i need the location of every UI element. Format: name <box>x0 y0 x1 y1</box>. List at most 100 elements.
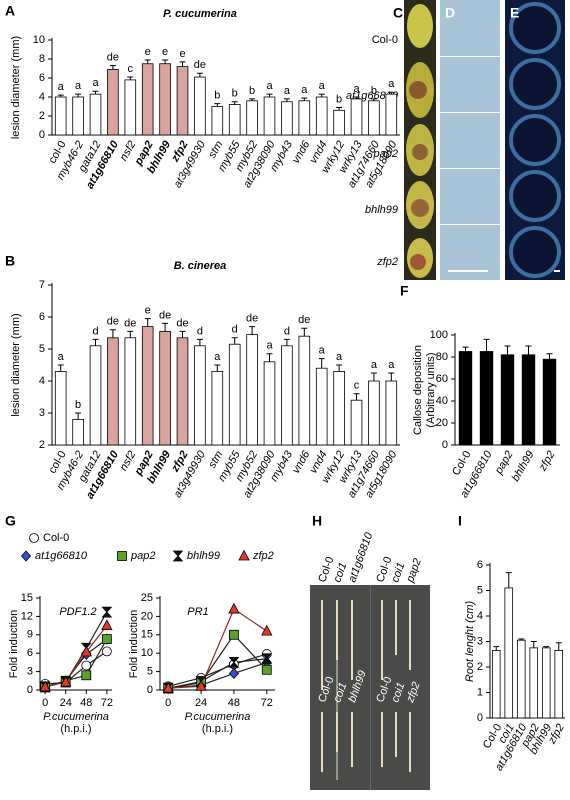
y-axis-label: Root lenght (cm) <box>464 601 476 683</box>
bar <box>500 354 515 446</box>
y-tick-label: 60 <box>436 373 448 385</box>
panel-letter: G <box>5 513 16 529</box>
error-bar <box>353 96 360 99</box>
significance-letter: a <box>301 84 308 96</box>
y-tick-label: 5 <box>39 343 45 355</box>
significance-letter: a <box>266 80 273 92</box>
bar <box>281 101 293 136</box>
bar <box>89 93 102 136</box>
error-bar <box>301 97 308 101</box>
significance-letter: a <box>353 83 360 95</box>
series-line <box>168 661 267 689</box>
x-tick-label: 24 <box>60 697 72 709</box>
error-bar <box>92 90 99 95</box>
panel-letter: H <box>312 513 322 529</box>
marker <box>162 681 174 693</box>
y-tick-label: 0 <box>39 129 45 141</box>
significance-letter: b <box>249 85 255 97</box>
error-bar <box>525 345 532 355</box>
marker <box>60 675 72 687</box>
legend-label: pap2 <box>130 550 155 562</box>
error-bar <box>336 106 343 111</box>
marker <box>101 634 112 644</box>
panel-letter: D <box>445 5 455 21</box>
panel-letter: I <box>458 513 462 529</box>
bar <box>504 587 514 719</box>
y-tick-label: 8 <box>39 53 45 65</box>
series-line <box>168 608 268 689</box>
error-bar <box>75 93 82 97</box>
y-tick-label: 12 <box>21 610 33 622</box>
bar <box>124 337 137 446</box>
bar <box>554 650 564 719</box>
error-bar <box>144 318 151 327</box>
row-label: zfp2 <box>376 256 398 268</box>
y-tick-label: 20 <box>141 610 153 622</box>
y-tick-label: 40 <box>436 395 448 407</box>
x-tick-label: zfp2 <box>536 449 557 474</box>
bar <box>385 380 398 446</box>
marker <box>228 657 240 668</box>
x-axis-label: P.cucumerina <box>43 711 109 723</box>
chart-title: P. cucumerina <box>163 8 237 20</box>
significance-letter: b <box>75 399 81 411</box>
y-tick-label: 4 <box>39 375 45 387</box>
significance-letter: c <box>128 63 134 75</box>
error-bar <box>283 338 290 346</box>
legend-marker <box>172 550 184 562</box>
legend-label: zfp2 <box>252 550 274 562</box>
row-label: pap2 <box>373 148 398 160</box>
bar <box>159 63 171 136</box>
legend-marker <box>238 549 250 561</box>
y-axis-label: lesion diameter (mm) <box>10 313 22 416</box>
panel-letter: F <box>400 283 409 299</box>
significance-letter: d <box>92 325 98 337</box>
significance-letter: de <box>159 309 171 321</box>
bar <box>315 96 328 136</box>
x-tick-label: 48 <box>80 697 92 709</box>
y-tick-label: 10 <box>33 34 45 46</box>
significance-letter: b <box>232 88 238 100</box>
error-bar <box>266 353 273 362</box>
y-tick-label: 2 <box>39 110 45 122</box>
y-tick-label: 10 <box>141 647 153 659</box>
series-line <box>45 625 108 688</box>
significance-letter: b <box>214 90 220 102</box>
marker <box>229 629 239 640</box>
significance-letter: d <box>197 325 203 337</box>
error-bar <box>231 337 238 345</box>
y-tick-label: 4 <box>477 610 483 622</box>
significance-letter: a <box>388 78 395 90</box>
chart-title: B. cinerea <box>174 260 227 272</box>
y-tick-label: 2 <box>39 439 45 451</box>
bar <box>350 399 363 446</box>
y-tick-label: 25 <box>141 592 153 604</box>
marker <box>39 680 51 692</box>
y-tick-label: 15 <box>141 629 153 641</box>
significance-letter: a <box>284 85 291 97</box>
y-tick-label: 2 <box>477 661 483 673</box>
significance-letter: de <box>124 317 136 329</box>
y-tick-label: 5 <box>477 584 483 596</box>
bar <box>350 98 363 136</box>
error-bar <box>249 98 256 101</box>
y-tick-label: 0 <box>147 684 153 696</box>
error-bar <box>493 646 500 651</box>
y-tick-label: 0 <box>442 439 448 451</box>
panel-letter: B <box>5 253 15 269</box>
bar <box>315 367 328 446</box>
significance-letter: e <box>179 48 185 60</box>
significance-letter: de <box>107 52 119 64</box>
bar <box>72 418 84 446</box>
series-line <box>44 638 108 688</box>
error-bar <box>462 346 469 352</box>
significance-letter: a <box>371 359 378 371</box>
significance-letter: d <box>284 325 290 337</box>
y-axis-label: Callose deposition <box>412 345 424 435</box>
error-bar <box>162 322 169 332</box>
error-bar <box>179 61 186 67</box>
bar <box>141 63 154 136</box>
error-bar <box>388 91 395 95</box>
significance-letter: b <box>336 93 342 105</box>
